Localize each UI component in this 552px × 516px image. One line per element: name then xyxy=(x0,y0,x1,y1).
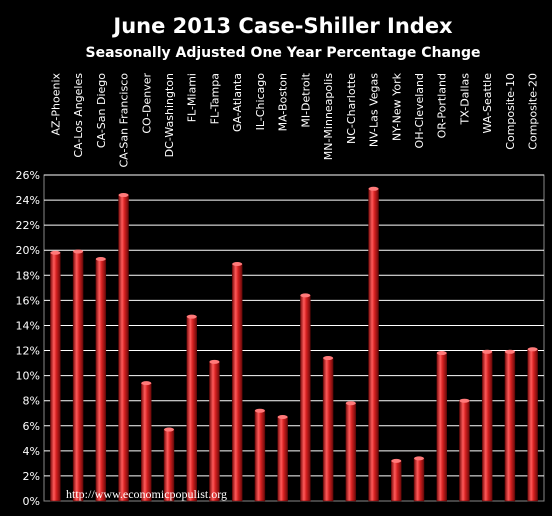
y-tick-label: 0% xyxy=(23,495,40,508)
plot-area: 0% 2% 4% 6% 8% 10% 12% 14% 16% 18% 20% 22% 24% 26% AZ-… xyxy=(16,72,545,508)
bar-cap xyxy=(482,349,493,354)
y-tick-label: 24% xyxy=(16,194,40,207)
bar xyxy=(481,351,493,502)
x-category-label: MN-Minneapolis xyxy=(322,73,335,161)
x-category-label: NY-New York xyxy=(390,72,403,141)
bar xyxy=(391,460,402,502)
x-category-label: FL-Miami xyxy=(186,73,199,122)
x-category-label: FL-Tampa xyxy=(208,73,221,124)
bar-cap xyxy=(504,349,515,354)
x-category-label: OH-Cleveland xyxy=(413,73,426,148)
bar xyxy=(504,351,516,502)
y-tick-label: 8% xyxy=(23,395,40,408)
x-category-label: CO-Denver xyxy=(140,73,153,134)
x-category-label: IL-Chicago xyxy=(254,73,267,131)
x-category-label: Composite-20 xyxy=(527,73,540,150)
bar xyxy=(459,400,470,502)
y-tick-label: 4% xyxy=(23,445,40,458)
x-category-label: CA-San Francisco xyxy=(118,73,131,168)
y-tick-label: 20% xyxy=(16,244,40,257)
y-tick-label: 22% xyxy=(16,219,40,232)
bar xyxy=(72,251,84,502)
bar xyxy=(322,357,334,502)
bar xyxy=(413,458,425,502)
bar-cap xyxy=(436,351,447,356)
bar xyxy=(231,263,243,502)
bar xyxy=(209,361,220,502)
bar xyxy=(186,316,197,502)
y-tick-label: 14% xyxy=(16,319,40,332)
bar-cap xyxy=(232,262,243,267)
bar-cap xyxy=(277,414,288,419)
bar xyxy=(277,416,288,502)
bar xyxy=(254,410,266,502)
bar-cap xyxy=(141,381,152,386)
bar-cap xyxy=(209,359,220,364)
bar-cap xyxy=(391,458,402,463)
bar-cap xyxy=(368,186,379,191)
x-category-label: NV-Las Vegas xyxy=(368,73,381,147)
bar-cap xyxy=(459,398,470,403)
x-category-label: OR-Portland xyxy=(436,73,449,138)
bar-cap xyxy=(95,257,106,262)
x-category-label: GA-Atlanta xyxy=(231,73,244,132)
bar-cap xyxy=(323,356,334,361)
bar xyxy=(527,349,538,502)
bar xyxy=(50,252,61,502)
bar-cap xyxy=(73,249,84,254)
bar-cap xyxy=(300,293,311,298)
bar-cap xyxy=(527,347,538,352)
x-category-label: TX-Dallas xyxy=(458,73,471,126)
bar-cap xyxy=(186,314,197,319)
bar xyxy=(141,382,152,502)
y-tick-label: 26% xyxy=(16,169,40,182)
bar-cap xyxy=(118,193,129,198)
chart-subtitle: Seasonally Adjusted One Year Percentage … xyxy=(86,45,481,61)
watermark: http://www.economicpopulist.org xyxy=(66,487,227,501)
y-tick-label: 12% xyxy=(16,345,40,358)
x-category-label: CA-Los Angeles xyxy=(72,73,85,158)
x-category-label: Composite-10 xyxy=(504,73,517,150)
y-tick-label: 2% xyxy=(23,470,40,483)
bar-cap xyxy=(164,427,174,432)
y-tick-label: 10% xyxy=(16,370,40,383)
bar-cap xyxy=(345,401,356,406)
bar xyxy=(436,352,447,502)
x-category-label: AZ-Phoenix xyxy=(49,73,62,136)
bar xyxy=(345,402,357,502)
bar xyxy=(300,295,311,502)
y-tick-label: 18% xyxy=(16,269,40,282)
bar xyxy=(368,188,379,502)
y-tick-label: 6% xyxy=(23,420,40,433)
x-category-label: WA-Seattle xyxy=(481,73,494,134)
x-category-label: CA-San Diego xyxy=(95,73,108,148)
y-tick-label: 16% xyxy=(16,294,40,307)
chart-title: June 2013 Case-Shiller Index xyxy=(111,14,453,38)
x-category-label: MI-Detroit xyxy=(299,72,312,127)
x-category-label: NC-Charlotte xyxy=(345,73,358,144)
bar-cap xyxy=(50,250,61,255)
bar-cap xyxy=(254,408,265,413)
bar xyxy=(118,194,129,502)
x-category-label: MA-Boston xyxy=(277,73,290,131)
x-category-label: DC-Washington xyxy=(163,73,176,157)
bar xyxy=(95,258,107,502)
bar-cap xyxy=(414,456,424,461)
